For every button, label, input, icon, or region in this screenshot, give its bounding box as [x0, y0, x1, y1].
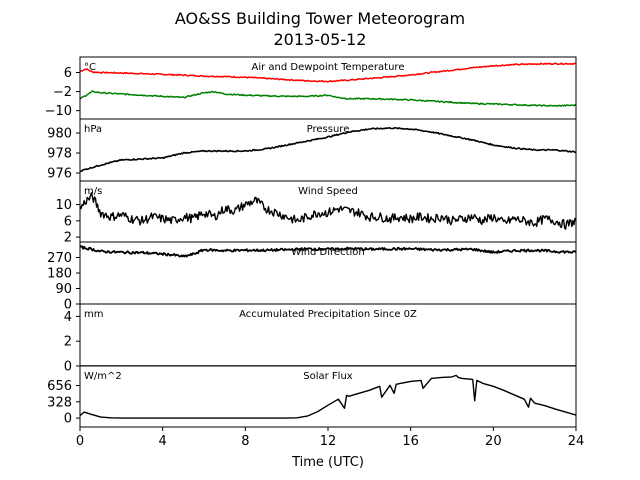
y-tick-label-solar-1: 328: [47, 395, 72, 410]
panel-wspd: 106 2 m/s Wind Speed: [55, 180, 577, 246]
panel-unit-wspd: m/s: [84, 186, 102, 197]
y-tick-label-pressure-1: 978: [47, 147, 72, 162]
y-tick-label-wdir-2: 90: [55, 282, 72, 297]
y-tick-label-wdir-3: 0: [64, 298, 72, 313]
panel-title-wdir: Wind Direction: [291, 247, 365, 258]
y-tick-label-solar-2: 0: [64, 412, 72, 427]
y-tick-label-solar-0: 656: [47, 379, 72, 394]
series-line-temp-0: [80, 62, 576, 83]
x-axis: 0 4 8 12 16 20 24: [76, 427, 584, 449]
x-tick-label-2: 8: [241, 434, 249, 449]
y-tick-label-wspd-2: 2: [64, 231, 72, 246]
panel-title-precip: Accumulated Precipitation Since 0Z: [239, 309, 417, 320]
series-line-wdir-0: [80, 245, 576, 258]
panel-precip: 4 2 0 mm Accumulated Precipitation Since 0Z: [64, 303, 577, 375]
x-tick-label-5: 20: [485, 434, 502, 449]
y-tick-label-precip-2: 0: [64, 360, 72, 375]
y-tick-label-pressure-2: 976: [47, 167, 72, 182]
y-tick-label-temp-2: −10: [45, 104, 72, 119]
panel-unit-precip: mm: [84, 309, 103, 320]
panel-unit-solar: W/m^2: [84, 371, 122, 382]
x-tick-label-3: 12: [320, 434, 337, 449]
panel-temp: 6 −2 −10 °C Air and Dewpoint Temperature: [45, 56, 577, 120]
y-tick-label-wdir-1: 180: [47, 267, 72, 282]
series-line-solar-0: [80, 374, 576, 419]
y-tick-label-wspd-0: 10: [55, 198, 72, 213]
x-tick-label-4: 16: [402, 434, 419, 449]
panel-unit-pressure: hPa: [84, 124, 102, 135]
x-axis-label: Time (UTC): [291, 455, 364, 470]
series-line-pressure-0: [80, 126, 576, 173]
panel-title-pressure: Pressure: [307, 124, 350, 135]
y-tick-label-temp-0: 6: [64, 66, 72, 81]
y-tick-label-temp-1: −2: [53, 85, 72, 100]
panel-title-solar: Solar Flux: [303, 371, 353, 382]
x-tick-label-0: 0: [76, 434, 84, 449]
x-tick-label-1: 4: [159, 434, 167, 449]
chart-title-line1: AO&SS Building Tower Meteorogram: [175, 9, 465, 28]
panel-title-temp: Air and Dewpoint Temperature: [252, 62, 405, 73]
y-tick-label-pressure-0: 980: [47, 127, 72, 142]
y-tick-label-wspd-1: 6: [64, 214, 72, 229]
panel-unit-temp: °C: [84, 62, 96, 73]
panel-group: 6−2−10°C Air and Dewpoint Temperature9809…: [45, 56, 577, 428]
panel-title-wspd: Wind Speed: [298, 186, 358, 197]
series-line-temp-1: [80, 90, 576, 108]
y-tick-label-precip-1: 2: [64, 335, 72, 350]
y-tick-label-wdir-0: 270: [47, 251, 72, 266]
x-tick-label-6: 24: [568, 434, 585, 449]
panel-pressure: 980 978 976 hPa Pressure: [47, 118, 577, 182]
y-tick-label-precip-0: 4: [64, 310, 72, 325]
series-line-wspd-0: [80, 192, 576, 230]
chart-title-line2: 2013-05-12: [274, 30, 367, 49]
